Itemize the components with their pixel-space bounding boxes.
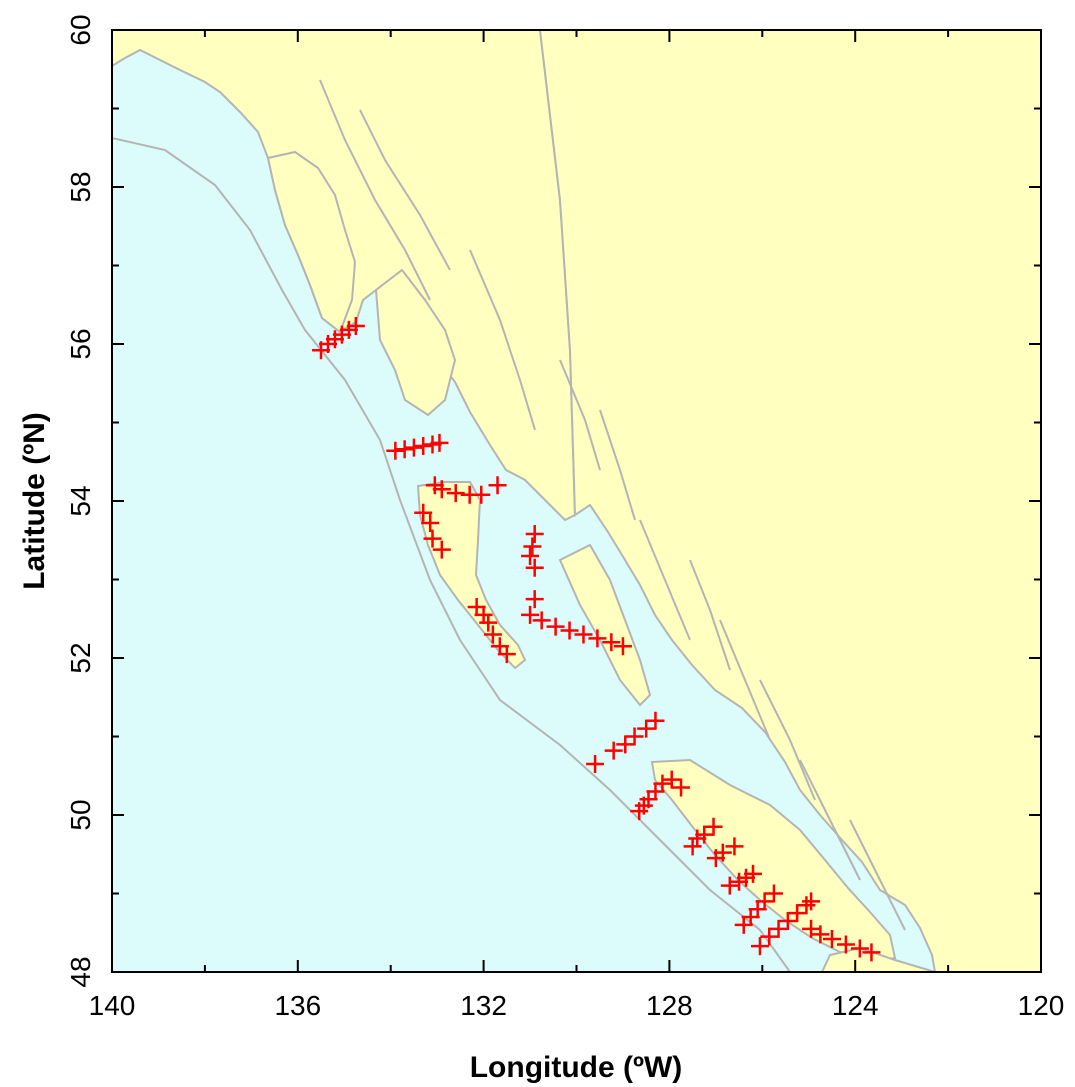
y-tick-label: 56: [65, 328, 96, 359]
y-axis-title: Latitude (ºN): [18, 412, 51, 590]
station-marker: [574, 625, 593, 644]
station-marker: [625, 727, 644, 746]
station-marker: [734, 915, 753, 934]
x-axis: 140 136 132 128 124 120: [89, 30, 1065, 1021]
x-tick-label: 120: [1018, 990, 1065, 1021]
station-marker: [602, 633, 621, 652]
x-tick-label: 128: [646, 990, 693, 1021]
sample-markers: [312, 316, 881, 962]
station-marker: [525, 524, 544, 543]
station-marker: [850, 939, 869, 958]
station-marker: [802, 919, 821, 938]
y-tick-label: 48: [65, 956, 96, 987]
station-marker: [588, 629, 607, 648]
station-marker: [672, 778, 691, 797]
station-marker: [730, 872, 749, 891]
station-marker: [414, 437, 433, 456]
station-marker: [604, 741, 623, 760]
land-layer: [112, 30, 1041, 972]
land-haida-gwaii: [416, 481, 527, 670]
station-marker: [637, 719, 656, 738]
station-marker: [521, 546, 540, 565]
y-axis: 48 50 52 54 56 58 60: [65, 14, 1041, 988]
station-marker: [497, 645, 516, 664]
station-marker: [778, 911, 797, 930]
station-marker: [750, 937, 769, 956]
station-marker: [546, 617, 565, 636]
station-marker: [483, 625, 502, 644]
station-marker: [688, 829, 707, 848]
station-marker: [811, 925, 830, 944]
station-marker: [430, 433, 449, 452]
station-marker: [386, 441, 405, 460]
station-marker: [525, 558, 544, 577]
station-marker: [560, 621, 579, 640]
y-tick-label: 54: [65, 485, 96, 516]
station-marker: [616, 735, 635, 754]
station-marker: [706, 849, 725, 868]
x-tick-label: 140: [89, 990, 136, 1021]
station-marker: [720, 876, 739, 895]
station-marker: [586, 754, 605, 773]
station-marker: [346, 316, 365, 335]
station-marker: [725, 837, 744, 856]
station-marker: [523, 537, 542, 556]
fjord-lines: [112, 79, 906, 972]
y-tick-label: 50: [65, 799, 96, 830]
station-marker: [646, 711, 665, 730]
station-marker: [532, 611, 551, 630]
station-marker: [474, 605, 493, 624]
x-tick-label: 132: [460, 990, 507, 1021]
station-marker: [630, 802, 649, 821]
station-marker: [788, 904, 807, 923]
station-marker: [525, 590, 544, 609]
station-marker: [822, 930, 841, 949]
y-tick-label: 58: [65, 171, 96, 202]
y-tick-label: 60: [65, 14, 96, 45]
land-olympic: [820, 946, 936, 972]
station-marker: [479, 613, 498, 632]
station-marker: [769, 919, 788, 938]
x-axis-title: Longitude (ºW): [470, 1051, 683, 1084]
station-marker: [421, 513, 440, 532]
station-marker: [521, 605, 540, 624]
station-marker: [432, 540, 451, 559]
station-marker: [764, 884, 783, 903]
station-marker: [862, 943, 881, 962]
station-marker: [432, 480, 451, 499]
station-marker: [613, 637, 632, 656]
station-marker: [802, 892, 821, 911]
land-mainland: [538, 30, 1041, 972]
station-marker: [797, 896, 816, 915]
land-southeast-islands: [374, 268, 457, 417]
station-marker: [395, 440, 414, 459]
station-marker: [704, 817, 723, 836]
land-outer-islands: [266, 150, 357, 334]
x-tick-label: 136: [274, 990, 321, 1021]
station-marker: [423, 529, 442, 548]
station-marker: [404, 438, 423, 457]
y-tick-label: 52: [65, 642, 96, 673]
station-marker: [472, 485, 491, 504]
station-marker: [662, 770, 681, 789]
land-central-islands: [558, 543, 652, 707]
station-marker: [414, 503, 433, 522]
station-marker: [446, 484, 465, 503]
station-marker: [488, 476, 507, 495]
x-tick-label: 124: [832, 990, 879, 1021]
station-marker: [760, 927, 779, 946]
station-marker: [683, 837, 702, 856]
station-marker: [836, 935, 855, 954]
